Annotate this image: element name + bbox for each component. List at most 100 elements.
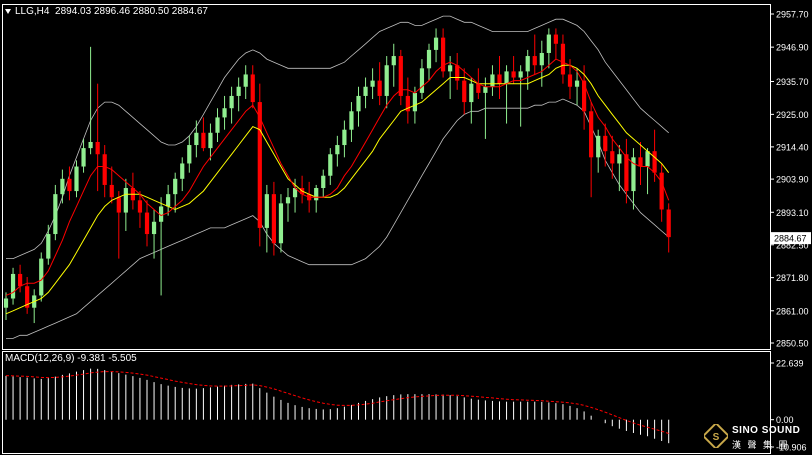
main-panel-frame — [2, 4, 771, 350]
macd-panel-frame — [2, 351, 771, 454]
ss-emblem-icon: S — [704, 424, 728, 448]
candle-body-bull — [356, 95, 361, 112]
dropdown-triangle-icon[interactable] — [5, 8, 11, 14]
macd-title-bar: MACD(12,26,9) -9.381 -5.505 — [5, 353, 137, 364]
candle-body-bull — [433, 37, 439, 50]
candle-body-bull — [525, 56, 530, 72]
candle-body-bear — [25, 286, 30, 308]
price-tick-label: 2882.50 — [776, 240, 809, 250]
candle-body-bear — [532, 56, 537, 66]
candle-body-bull — [88, 141, 93, 149]
candle-body-bear — [271, 194, 276, 244]
candle-body-bear — [455, 65, 460, 81]
candle-body-bull — [222, 108, 227, 118]
svg-text:S: S — [713, 432, 720, 443]
candle-body-bear — [405, 95, 410, 112]
current-price-tag — [771, 232, 811, 245]
ma-slow-line — [5, 64, 670, 315]
candle-body-bull — [229, 95, 234, 109]
current-price-label: 2884.67 — [774, 234, 807, 244]
candle-body-bull — [53, 194, 58, 235]
logo-text-en: SINO SOUND — [732, 425, 801, 436]
candle-body-bear — [589, 111, 594, 158]
candle-body-bear — [462, 80, 467, 103]
price-tick-label: 2935.70 — [776, 77, 809, 87]
logo-text-cn: 漢 聲 集 團 — [732, 440, 790, 450]
candle-body-bull — [285, 197, 291, 204]
candle-body-bull — [243, 74, 248, 87]
candle-body-bear — [102, 154, 107, 185]
candle-body-bull — [208, 132, 213, 149]
candle-body-bear — [511, 71, 516, 78]
ma-fast-line — [5, 58, 670, 296]
macd-axis: 22.639 0.00 -10.906 — [770, 359, 807, 453]
candle-body-bear — [18, 273, 23, 287]
candle-body-bear — [95, 141, 100, 155]
candle-body-bull — [264, 194, 269, 228]
candle-body-bull — [391, 56, 396, 66]
candle-body-bull — [617, 154, 622, 164]
candle-body-bull — [278, 203, 284, 244]
candle-body-bull — [60, 178, 65, 195]
candle-body-bear — [398, 56, 403, 96]
candle-body-bull — [328, 154, 333, 176]
candle-body-bull — [39, 258, 44, 296]
macd-tick-label: 0.00 — [776, 415, 794, 425]
candle-body-bear — [137, 200, 143, 213]
candle-body-bear — [652, 151, 657, 173]
macd-tick-label: -10.906 — [776, 443, 807, 453]
candle-body-bull — [631, 157, 636, 192]
macd-signal-line — [5, 371, 669, 434]
price-tick-label: 2957.70 — [776, 10, 809, 20]
price-tick-label: 2861.00 — [776, 306, 809, 316]
candle-body-bear — [201, 132, 206, 149]
candle-body-bear — [638, 157, 643, 167]
sino-sound-logo: S SINO SOUND 漢 聲 集 團 — [704, 423, 808, 451]
main-price-panel[interactable] — [2, 4, 771, 350]
bollinger-lower-line — [6, 98, 669, 339]
candle-body-bull — [419, 68, 425, 93]
candle-body-bull — [342, 129, 347, 146]
symbol-label: LLG,H4 — [15, 6, 50, 17]
candle-body-bull — [335, 145, 340, 155]
candle-body-bull — [236, 86, 241, 96]
candle-body-bull — [194, 132, 199, 146]
candle-body-bull — [292, 188, 298, 198]
candle-body-bull — [596, 135, 601, 158]
candle-body-bear — [67, 178, 72, 192]
macd-tick-label: 22.639 — [776, 359, 804, 369]
macd-label: MACD(12,26,9) -9.381 -5.505 — [5, 353, 137, 364]
candle-body-bear — [377, 80, 382, 96]
candle-body-bear — [476, 83, 481, 93]
candle-body-bull — [180, 163, 185, 179]
candle-body-bull — [363, 86, 368, 96]
candle-body-bear — [257, 102, 262, 228]
candle-body-bull — [384, 65, 389, 96]
candle-body-bull — [321, 175, 326, 189]
main-price-axis: 2957.70 2946.90 2935.70 2925.00 2914.40 2903.… — [770, 10, 811, 349]
candle-body-bull — [518, 71, 523, 78]
candle-body-bear — [603, 135, 608, 152]
candle-body-bull — [370, 80, 375, 87]
price-tick-label: 2946.90 — [776, 43, 809, 53]
candle-body-bear — [567, 74, 573, 87]
price-tick-label: 2871.80 — [776, 273, 809, 283]
candle-body-bull — [539, 52, 544, 66]
candle-body-bull — [74, 166, 79, 192]
macd-panel[interactable] — [2, 351, 771, 454]
candle-body-bear — [553, 34, 558, 44]
candle-body-bear — [582, 80, 587, 112]
candle-body-bull — [426, 49, 432, 69]
candle-body-bear — [441, 37, 446, 72]
chart-title-bar: LLG,H4 2894.03 2896.46 2880.50 2884.67 — [5, 6, 208, 17]
candle-body-bull — [483, 86, 488, 93]
candle-body-bull — [10, 273, 16, 299]
candle-body-bull — [314, 188, 319, 201]
candle-body-bull — [645, 151, 650, 167]
candle-body-bull — [490, 74, 495, 87]
ohlc-values: 2894.03 2896.46 2880.50 2884.67 — [55, 6, 208, 17]
candle-body-bear — [250, 74, 255, 103]
candle-body-bull — [166, 194, 171, 207]
candle-body-bear — [116, 197, 121, 213]
